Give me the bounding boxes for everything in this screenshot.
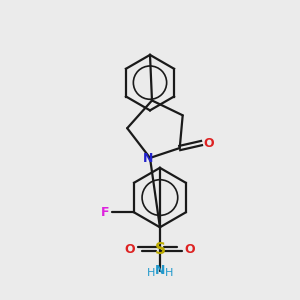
Text: O: O — [125, 243, 136, 256]
Text: N: N — [143, 152, 153, 165]
Text: F: F — [101, 206, 110, 219]
Text: H: H — [165, 268, 173, 278]
Text: S: S — [154, 242, 165, 256]
Text: O: O — [184, 243, 195, 256]
Text: N: N — [155, 264, 165, 278]
Text: O: O — [203, 136, 214, 150]
Text: H: H — [147, 268, 155, 278]
